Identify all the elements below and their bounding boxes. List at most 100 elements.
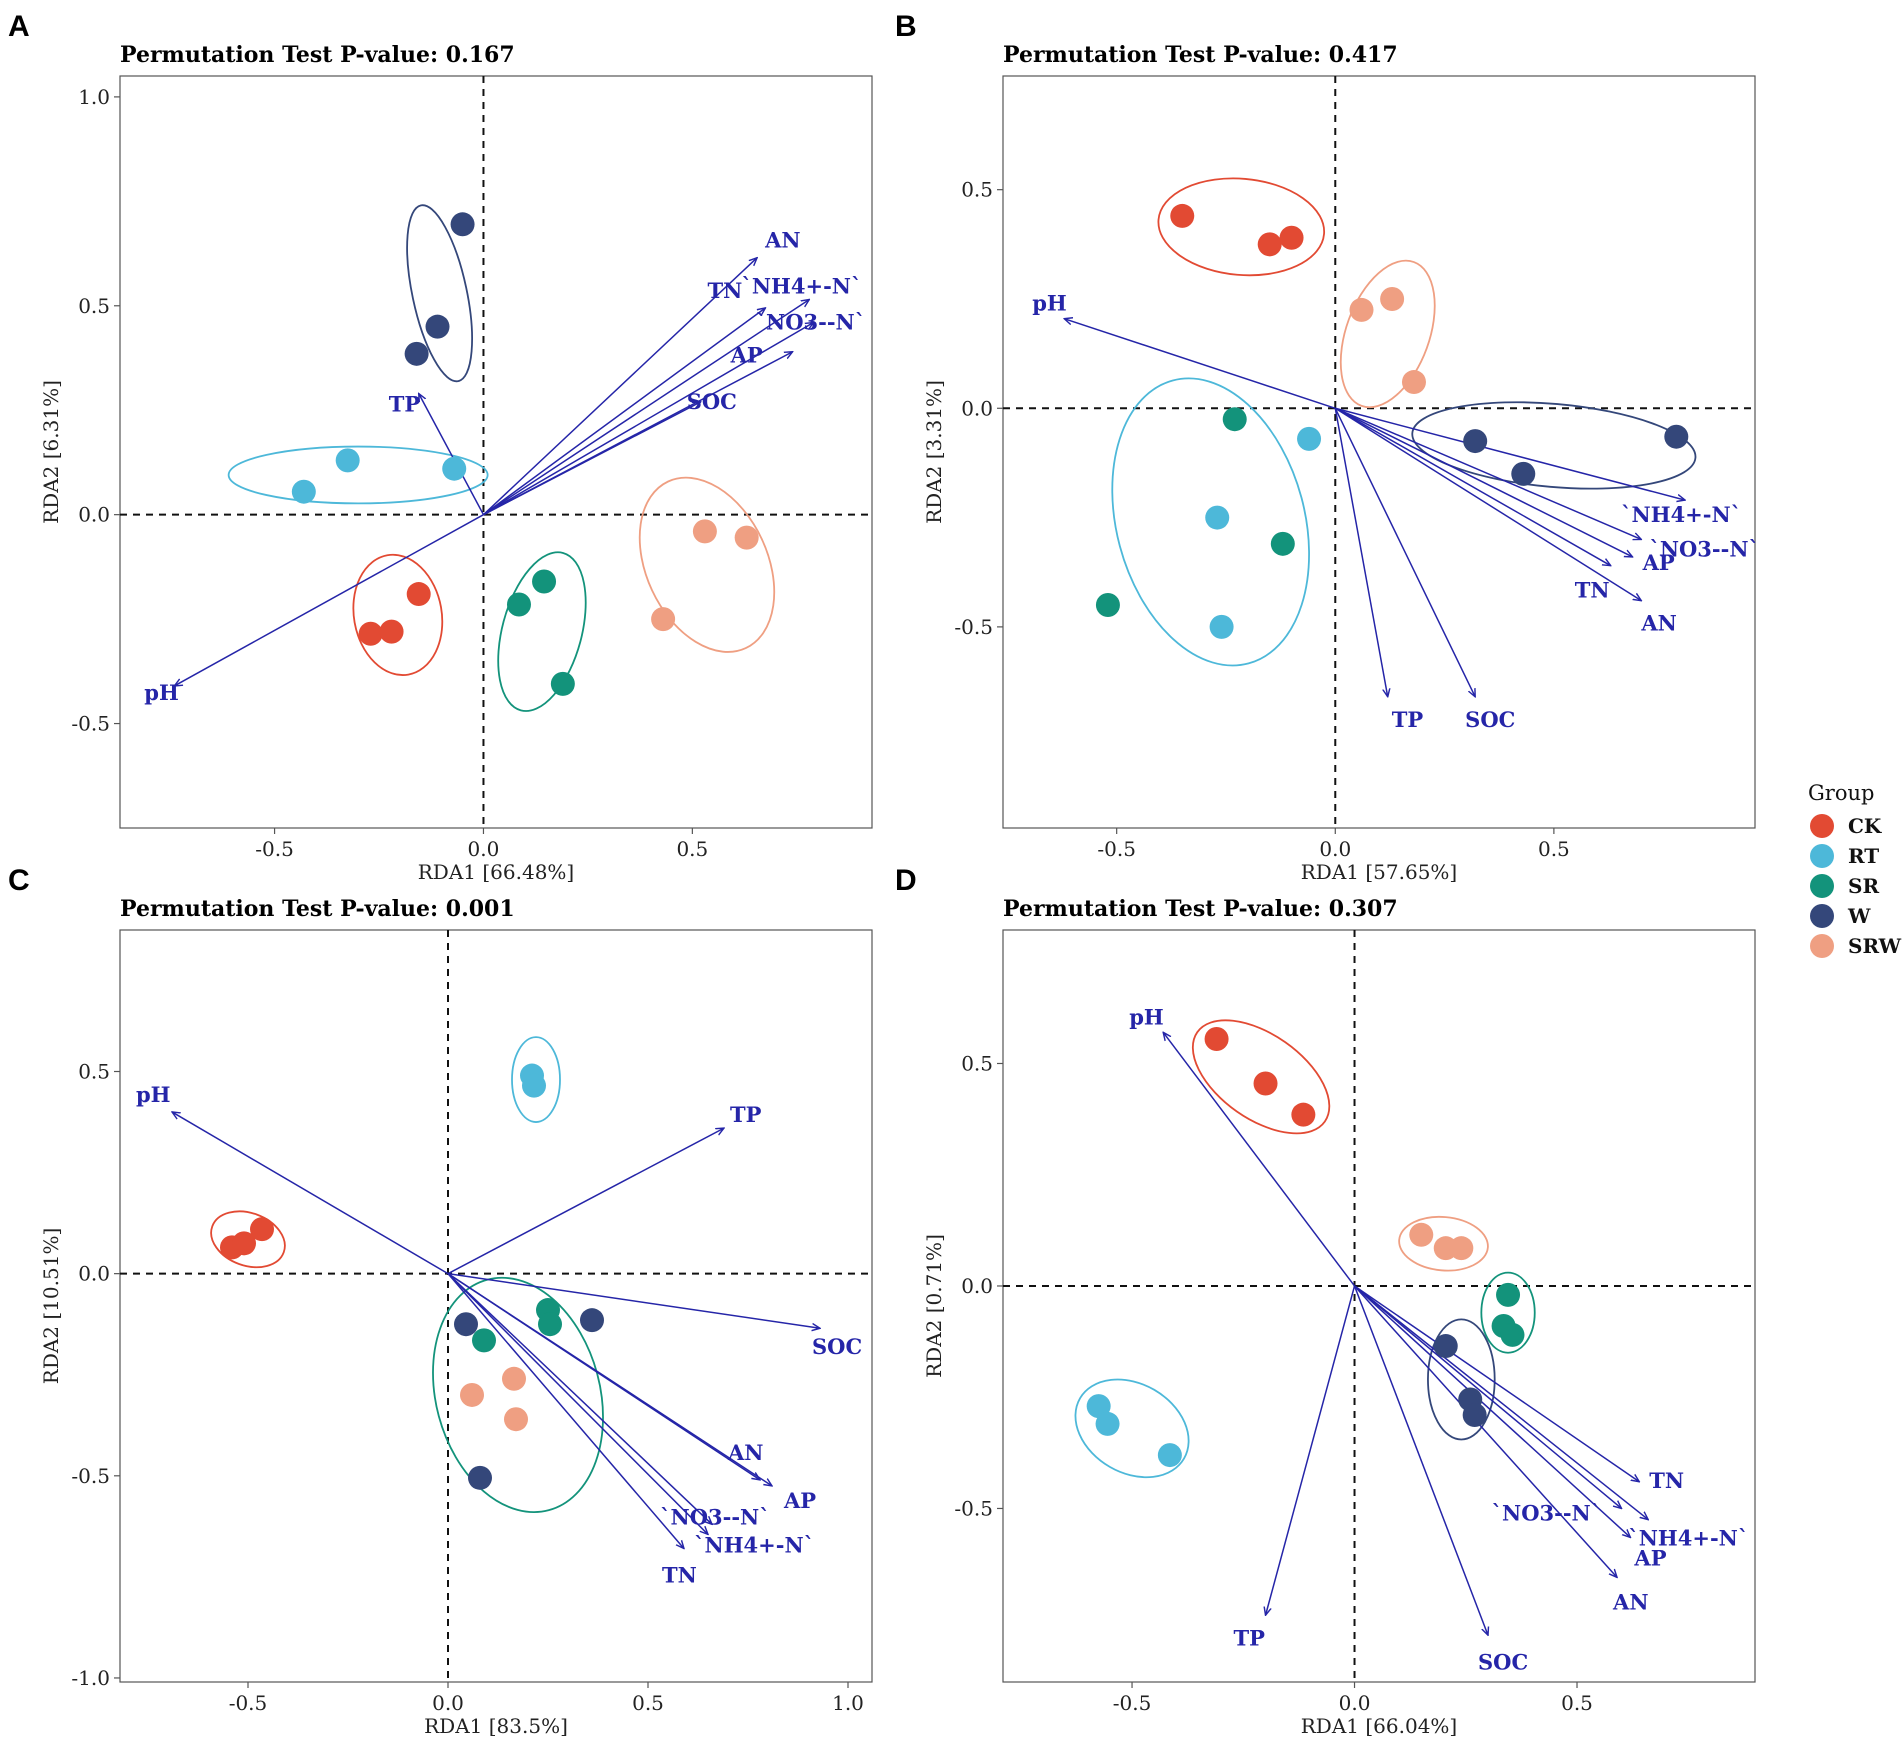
panel-a-vector-label-ap: AP bbox=[730, 343, 763, 368]
panel-a-point-ck bbox=[358, 621, 383, 646]
panel-c-y-axis-label: RDA2 [10.51%] bbox=[39, 1228, 63, 1384]
panel-d-point-ck bbox=[1204, 1027, 1229, 1052]
panel-b-vector-nh4-n bbox=[1335, 407, 1685, 500]
panel-c-y-tick-label: -0.5 bbox=[71, 1464, 110, 1488]
panel-d-point-rt bbox=[1157, 1443, 1182, 1468]
legend-label-w: W bbox=[1847, 904, 1871, 928]
panel-a-vector-no3-n bbox=[483, 322, 813, 516]
panel-a-point-srw bbox=[651, 607, 676, 632]
panel-b-y-tick-label: 0.0 bbox=[961, 396, 993, 420]
panel-c-plot-frame bbox=[119, 929, 873, 1683]
panel-b-point-srw bbox=[1349, 297, 1374, 322]
panel-a-point-w bbox=[425, 314, 450, 339]
panel-c-x-tick-label: 1.0 bbox=[832, 1691, 864, 1715]
panel-b-point-ck bbox=[1279, 225, 1304, 250]
panel-b-vector-ap bbox=[1334, 407, 1632, 557]
panel-a-point-sr bbox=[506, 592, 531, 617]
panel-a-y-tick-label: 1.0 bbox=[78, 85, 110, 109]
panel-c-vector-ph bbox=[172, 1112, 449, 1275]
panel-d-point-ck bbox=[1291, 1102, 1316, 1127]
legend-swatch-sr bbox=[1810, 874, 1834, 898]
panel-c-vector-nh4-n bbox=[447, 1273, 708, 1535]
panel-a-y-tick-label: 0.0 bbox=[78, 503, 110, 527]
panel-d-point-w bbox=[1433, 1334, 1458, 1359]
panel-a-plot-frame bbox=[119, 75, 873, 829]
panel-a-vector-label-no3-n: `NO3--N` bbox=[756, 309, 866, 334]
panel-a-x-tick-label: -0.5 bbox=[255, 837, 294, 861]
panel-a-vector-an bbox=[482, 258, 757, 516]
panel-b-y-tick-label: -0.5 bbox=[954, 615, 993, 639]
panel-a-point-ck bbox=[406, 582, 431, 607]
panel-d-plot-frame bbox=[1002, 929, 1756, 1683]
panel-c-x-tick-label: 0.0 bbox=[432, 1691, 464, 1715]
panel-a-point-ck bbox=[379, 619, 404, 644]
panel-b-x-axis-label: RDA1 [57.65%] bbox=[1301, 860, 1457, 884]
panel-c-vector-no3-n bbox=[447, 1273, 712, 1525]
panel-d-vector-ph bbox=[1163, 1032, 1356, 1287]
panel-b-point-ck bbox=[1170, 203, 1195, 228]
panel-c-x-tick-label: -0.5 bbox=[229, 1691, 268, 1715]
panel-d-ellipse-srw bbox=[1398, 1215, 1489, 1272]
panel-c-vector-soc bbox=[447, 1272, 820, 1329]
legend-label-ck: CK bbox=[1848, 814, 1882, 838]
panel-a-vector-label-ph: pH bbox=[144, 680, 179, 705]
panel-b-point-sr bbox=[1270, 531, 1295, 556]
panel-a-vector-label-an: AN bbox=[764, 228, 801, 253]
panel-c-vector-label-an: AN bbox=[727, 1440, 764, 1465]
panel-c-point-srw bbox=[504, 1407, 528, 1432]
panel-d-vector-label-ap: AP bbox=[1633, 1545, 1666, 1570]
panel-a-vector-nh4-n bbox=[483, 300, 809, 516]
panel-a-x-tick-label: 0.0 bbox=[468, 837, 500, 861]
panel-a-vector-label-tp: TP bbox=[389, 392, 421, 417]
panel-d-vector-label-soc: SOC bbox=[1478, 1649, 1528, 1674]
panel-a-ellipse-ck bbox=[352, 553, 444, 676]
panel-d-vector-no3-n bbox=[1354, 1285, 1622, 1508]
panel-c-vector-label-soc: SOC bbox=[812, 1334, 862, 1359]
panel-b-vector-label-no3-n: `NO3--N` bbox=[1649, 536, 1759, 561]
panel-a-vector-label-tn: TN bbox=[707, 278, 742, 303]
panel-d-vector-label-tp: TP bbox=[1234, 1625, 1266, 1650]
panel-a-point-rt bbox=[291, 479, 316, 504]
panel-c-title: Permutation Test P-value: 0.001 bbox=[120, 896, 515, 922]
panel-c-vector-label-nh4-n: `NH4+-N` bbox=[694, 1532, 814, 1557]
panel-c-vector-label-ph: pH bbox=[136, 1082, 171, 1107]
panel-d-letter: D bbox=[895, 864, 917, 897]
panel-a-vector-tn bbox=[483, 308, 765, 516]
panel-b-ellipse-rt bbox=[1111, 377, 1310, 667]
panel-b-vector-label-nh4-n: `NH4+-N` bbox=[1621, 502, 1741, 527]
legend: Group CK RT SR W SRW bbox=[1808, 781, 1902, 958]
panel-d-vector-label-ph: pH bbox=[1129, 1004, 1164, 1029]
panel-c-point-w bbox=[468, 1465, 492, 1490]
panel-b-ellipse-ck bbox=[1157, 177, 1326, 277]
panel-c-y-tick-label: 0.0 bbox=[78, 1262, 110, 1286]
panel-a-title: Permutation Test P-value: 0.167 bbox=[120, 42, 515, 68]
panel-b-y-tick-label: 0.5 bbox=[961, 178, 993, 202]
legend-swatch-rt bbox=[1810, 844, 1834, 868]
panel-a-letter: A bbox=[8, 10, 30, 43]
panel-d-ellipse-ck bbox=[1191, 1019, 1331, 1135]
panel-a-point-w bbox=[450, 212, 475, 237]
panel-b-vector-label-ph: pH bbox=[1032, 291, 1067, 316]
panel-c-point-ck bbox=[232, 1231, 256, 1256]
panel-c-point-sr bbox=[472, 1328, 496, 1353]
panel-b-x-tick-label: 0.0 bbox=[1319, 837, 1351, 861]
panel-a-ellipse-rt bbox=[227, 445, 489, 505]
panel-a-point-w bbox=[404, 341, 429, 366]
panel-d-y-tick-label: -0.5 bbox=[954, 1496, 993, 1520]
panel-b-title: Permutation Test P-value: 0.417 bbox=[1003, 42, 1398, 68]
panel-d-point-sr bbox=[1496, 1282, 1521, 1307]
panel-d-x-axis-label: RDA1 [66.04%] bbox=[1301, 1714, 1457, 1737]
panel-b-point-sr bbox=[1095, 593, 1120, 618]
panel-c-point-srw bbox=[502, 1366, 526, 1391]
panel-a-y-tick-label: 0.5 bbox=[78, 294, 110, 318]
panel-c-vector-label-tn: TN bbox=[662, 1563, 697, 1588]
panel-c-letter: C bbox=[8, 864, 30, 897]
panel-a-y-axis-label: RDA2 [6.31%] bbox=[39, 380, 63, 524]
legend-swatch-srw bbox=[1810, 934, 1834, 958]
panel-c-vector-label-ap: AP bbox=[783, 1488, 816, 1513]
panel-c-vector-ap bbox=[447, 1273, 772, 1486]
panel-c-vector-label-tp: TP bbox=[730, 1102, 762, 1127]
panel-c-y-tick-label: -1.0 bbox=[71, 1666, 110, 1690]
panel-a-point-rt bbox=[442, 456, 467, 481]
panel-a-ellipse-w bbox=[406, 204, 473, 383]
